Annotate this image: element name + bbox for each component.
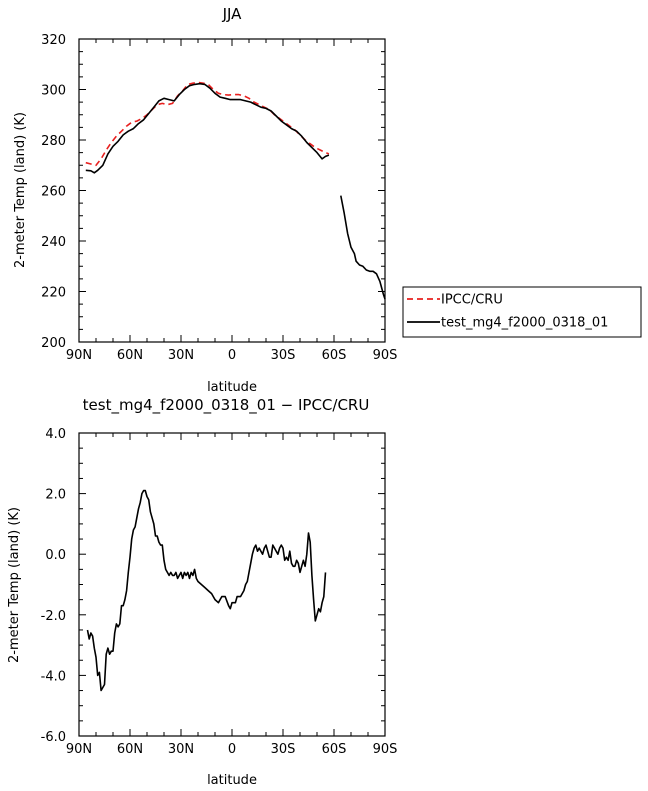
series-bottom-difference-seg-0 — [86, 489, 327, 692]
x-tick-label-bottom-5: 60S — [322, 742, 347, 757]
chart-bottom-plot-area — [78, 432, 386, 737]
series-top-test-mg4-f2000-0318-01-seg-0 — [85, 82, 330, 174]
y-tick-label-bottom-0: -6.0 — [41, 730, 66, 745]
chart-top: JJA 90N 60N 30N 0 30S 60S 90S 200 220 240 260 280 30… — [13, 5, 642, 395]
x-tick-label-top-5: 60S — [322, 348, 347, 363]
y-tick-label-bottom-3: 0.0 — [45, 548, 66, 563]
chart-top-title: JJA — [222, 5, 243, 23]
x-tick-label-top-2: 30N — [168, 348, 194, 363]
chart-bottom-series — [86, 489, 327, 692]
legend-box — [402, 286, 642, 338]
x-tick-label-top-6: 90S — [373, 348, 398, 363]
y-tick-label-top-3: 260 — [41, 185, 66, 200]
chart-bottom-title: test_mg4_f2000_0318_01 − IPCC/CRU — [83, 396, 370, 415]
series-top-ipcc-cru-seg-0 — [85, 81, 330, 167]
chart-top-series — [85, 81, 386, 300]
chart-bottom-ylabel: 2-meter Temp (land) (K) — [7, 507, 22, 663]
x-tick-label-top-4: 30S — [271, 348, 296, 363]
chart-bottom-xlabel: latitude — [207, 773, 257, 788]
y-tick-label-top-6: 320 — [41, 33, 66, 48]
y-tick-label-top-4: 280 — [41, 134, 66, 149]
y-tick-label-top-5: 300 — [41, 84, 66, 99]
x-tick-label-top-0: 90N — [66, 348, 92, 363]
x-tick-label-bottom-2: 30N — [168, 742, 194, 757]
y-tick-label-bottom-4: 2.0 — [45, 488, 66, 503]
x-tick-label-top-1: 60N — [117, 348, 143, 363]
legend-label-test-mg4: test_mg4_f2000_0318_01 — [441, 316, 608, 331]
x-tick-label-bottom-6: 90S — [373, 742, 398, 757]
x-tick-label-bottom-4: 30S — [271, 742, 296, 757]
y-tick-label-top-0: 200 — [41, 336, 66, 351]
x-tick-label-bottom-1: 60N — [117, 742, 143, 757]
chart-bottom-ticks: 90N 60N 30N 0 30S 60S 90S -6.0 -4.0 -2.0 0.0 2.0 4.0 — [41, 427, 398, 757]
x-tick-label-top-3: 0 — [228, 348, 236, 363]
chart-top-ticks: 90N 60N 30N 0 30S 60S 90S 200 220 240 260 280 300 320 — [41, 33, 397, 363]
y-tick-label-top-1: 220 — [41, 286, 66, 301]
chart-bottom: test_mg4_f2000_0318_01 − IPCC/CRU 90N 60N… — [7, 396, 397, 788]
y-tick-label-bottom-5: 4.0 — [45, 427, 66, 442]
x-tick-label-bottom-3: 0 — [228, 742, 236, 757]
chart-top-xlabel: latitude — [207, 380, 257, 395]
chart-top-plot-area — [78, 38, 386, 343]
chart-top-legend: IPCC/CRU test_mg4_f2000_0318_01 — [402, 286, 642, 338]
legend-label-ipcc-cru: IPCC/CRU — [441, 293, 503, 308]
y-tick-label-top-2: 240 — [41, 235, 66, 250]
x-tick-label-bottom-0: 90N — [66, 742, 92, 757]
chart-top-ylabel: 2-meter Temp (land) (K) — [13, 112, 28, 268]
series-top-test-mg4-f2000-0318-01-seg-1 — [340, 195, 386, 300]
y-tick-label-bottom-2: -2.0 — [41, 609, 66, 624]
y-tick-label-bottom-1: -4.0 — [41, 669, 66, 684]
